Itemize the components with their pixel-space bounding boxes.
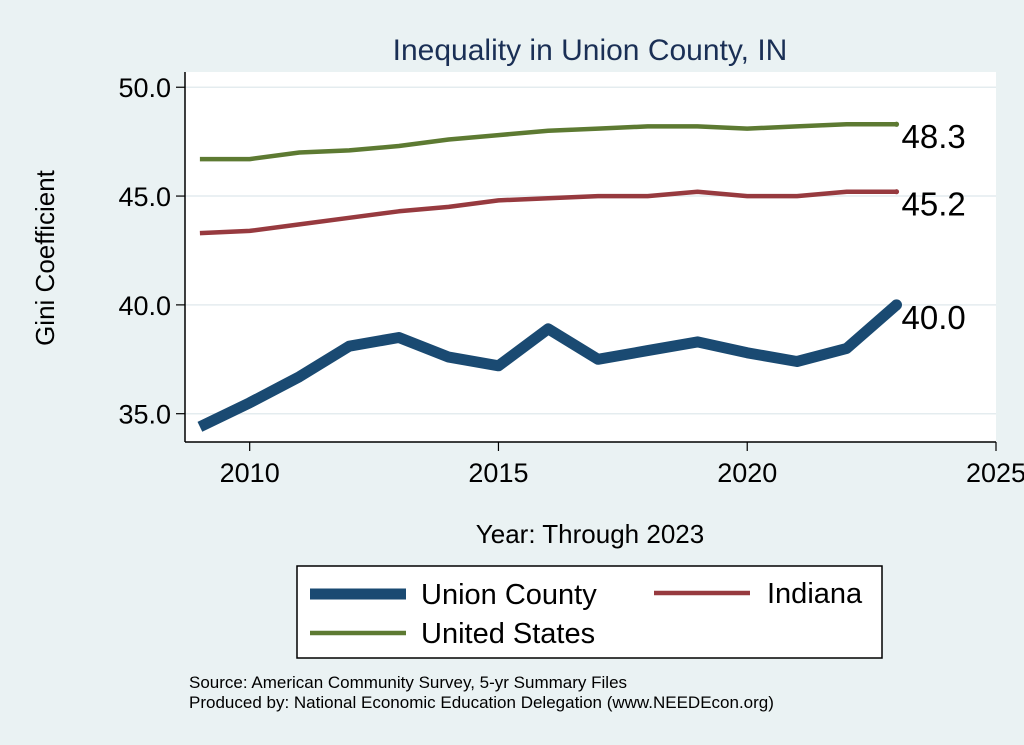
y-axis-ticks: 35.0 40.0 45.0 50.0	[118, 73, 185, 430]
x-tick-label: 2025	[966, 458, 1024, 488]
end-label-indiana: 45.2	[901, 186, 965, 223]
legend-box	[296, 565, 883, 659]
x-tick-label: 2020	[717, 458, 777, 488]
legend-label-united-states: United States	[421, 618, 595, 650]
series-end-marker-indiana	[893, 189, 900, 195]
legend: Union County Indiana United States	[296, 565, 883, 659]
y-tick-label: 35.0	[118, 400, 171, 430]
legend-entry-indiana: Indiana	[654, 578, 863, 610]
end-label-united-states: 48.3	[901, 118, 965, 155]
series-lines	[197, 121, 902, 432]
source-note: Source: American Community Survey, 5-yr …	[189, 673, 627, 692]
y-axis-label: Gini Coefficient	[30, 169, 60, 346]
x-axis-ticks: 2010 2015 2020 2025	[220, 442, 1024, 488]
series-line-indiana	[199, 189, 897, 236]
legend-label-indiana: Indiana	[767, 578, 863, 610]
end-labels: 48.3 45.2 40.0	[901, 118, 965, 336]
y-tick-label: 50.0	[118, 73, 171, 103]
series-line-united-states	[199, 121, 897, 162]
series-end-marker-united-states	[893, 121, 900, 127]
y-tick-label: 40.0	[118, 291, 171, 321]
x-axis-label: Year: Through 2023	[476, 519, 704, 549]
series-end-marker-union-county	[890, 299, 902, 311]
axes	[184, 72, 996, 443]
producer-note: Produced by: National Economic Education…	[189, 693, 774, 712]
series-line-union-county	[197, 300, 901, 432]
x-tick-label: 2015	[468, 458, 528, 488]
legend-label-union-county: Union County	[421, 579, 597, 611]
y-tick-label: 45.0	[118, 182, 171, 212]
legend-entry-union-county: Union County	[310, 579, 597, 611]
chart-title: Inequality in Union County, IN	[393, 34, 788, 67]
legend-entry-united-states: United States	[310, 618, 595, 650]
plot-area	[185, 72, 996, 442]
x-tick-label: 2010	[220, 458, 280, 488]
end-label-union-county: 40.0	[901, 299, 965, 336]
